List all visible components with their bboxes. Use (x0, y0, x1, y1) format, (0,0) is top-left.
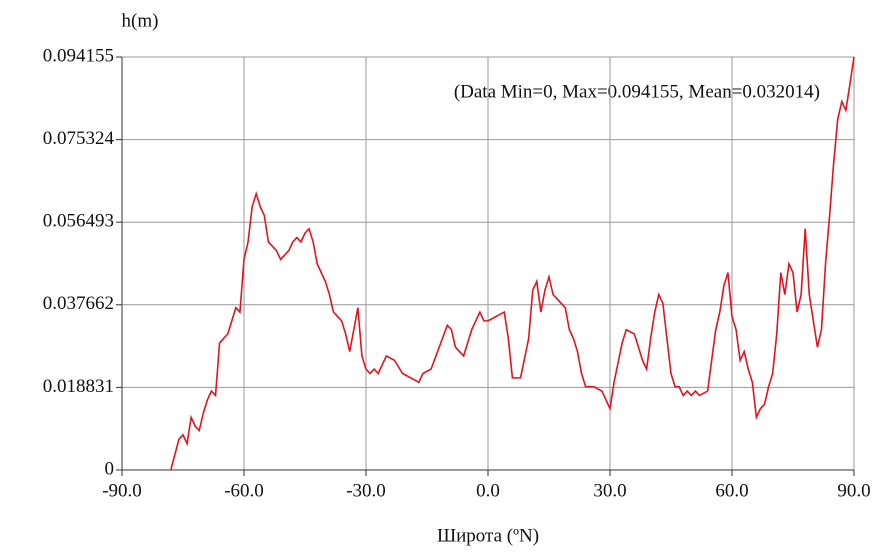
y-tick-label: 0.018831 (43, 376, 114, 397)
y-tick-label: 0.037662 (43, 293, 114, 314)
y-tick-label: 0 (105, 458, 115, 479)
x-tick-label: -60.0 (224, 480, 264, 501)
y-tick-label: 0.094155 (43, 45, 114, 66)
x-tick-label: -90.0 (102, 480, 142, 501)
x-tick-label: -30.0 (346, 480, 386, 501)
y-tick-label: 0.075324 (43, 128, 115, 149)
x-tick-label: 60.0 (715, 480, 748, 501)
x-tick-label: 0.0 (476, 480, 500, 501)
x-tick-label: 90.0 (837, 480, 870, 501)
x-axis-title: Широта (ºN) (437, 525, 539, 546)
annotation: (Data Min=0, Max=0.094155, Mean=0.032014… (454, 81, 820, 102)
data-line (170, 56, 855, 471)
y-axis-title: h(m) (122, 10, 159, 31)
x-tick-label: 30.0 (593, 480, 626, 501)
y-tick-label: 0.056493 (43, 211, 114, 232)
